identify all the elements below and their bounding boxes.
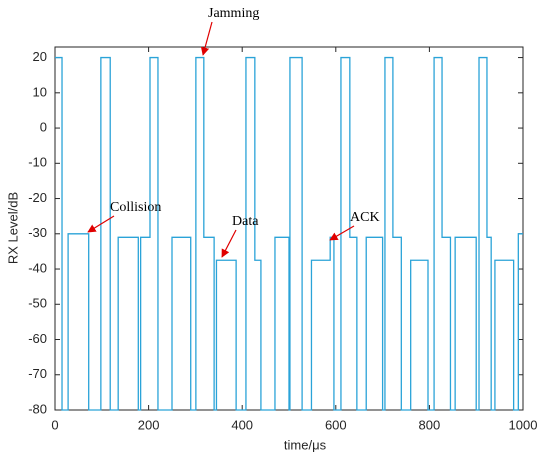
x-tick-label: 600 [325, 417, 347, 432]
x-tick-label: 0 [51, 417, 58, 432]
signal-line [55, 56, 523, 411]
annotation-arrow [200, 21, 213, 56]
y-tick-label: -70 [28, 366, 47, 381]
y-tick-label: 20 [33, 49, 47, 64]
x-tick-label: 200 [138, 417, 160, 432]
y-axis-label: RX Level/dB [5, 192, 20, 264]
annotation-arrow [329, 225, 355, 241]
y-tick-label: -40 [28, 260, 47, 275]
x-tick-label: 1000 [509, 417, 538, 432]
annotation: Data [232, 214, 259, 229]
y-tick-label: -60 [28, 331, 47, 346]
y-tick-label: -30 [28, 225, 47, 240]
y-tick-label: -10 [28, 155, 47, 170]
annotation: Jamming [208, 6, 259, 21]
annotation-arrow [221, 229, 237, 258]
annotation: ACK [350, 210, 380, 225]
y-tick-label: 0 [40, 119, 47, 134]
y-tick-label: -50 [28, 296, 47, 311]
y-tick-label: 10 [33, 84, 47, 99]
annotation-arrow [87, 215, 115, 233]
y-tick-label: -80 [28, 401, 47, 416]
x-axis-label: time/μs [284, 437, 327, 452]
x-tick-label: 800 [419, 417, 441, 432]
x-tick-label: 400 [231, 417, 253, 432]
annotation: Collision [110, 200, 161, 215]
y-tick-label: -20 [28, 190, 47, 205]
